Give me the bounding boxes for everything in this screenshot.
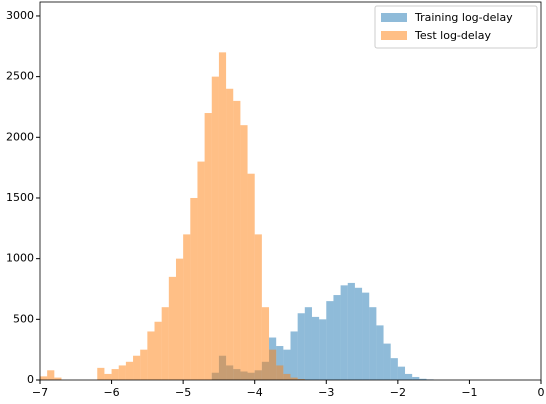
histogram-bar [276, 365, 284, 380]
histogram-bar [154, 321, 162, 380]
histogram-bar [397, 366, 406, 380]
histogram-bar [269, 349, 277, 380]
histogram-bar [54, 377, 62, 380]
histogram-bar [290, 377, 298, 380]
histogram-bar [111, 369, 119, 380]
y-tick-label: 3000 [6, 9, 34, 22]
histogram-bar [97, 367, 105, 380]
histogram-bar [190, 197, 198, 380]
histogram-bar [419, 378, 427, 380]
y-tick-label: 0 [27, 373, 34, 386]
y-tick-label: 1000 [6, 252, 34, 265]
histogram-bar [290, 331, 298, 380]
histogram-bar [319, 319, 327, 380]
legend-swatch [381, 13, 407, 22]
histogram-bar [369, 307, 377, 380]
x-tick-label: −6 [103, 386, 119, 399]
histogram-bar [376, 325, 384, 380]
histogram-bar [340, 285, 348, 380]
histogram-bar [283, 349, 291, 380]
x-tick-label: −4 [247, 386, 263, 399]
histogram-bar [362, 292, 370, 380]
histogram-bar [254, 234, 262, 380]
histogram-bar [211, 76, 219, 380]
histogram-bar [383, 343, 391, 380]
y-tick-label: 1500 [6, 191, 34, 204]
histogram-bar [240, 125, 248, 380]
x-tick-label: −2 [390, 386, 406, 399]
histogram-bar [276, 346, 284, 380]
y-tick-label: 2500 [6, 70, 34, 83]
x-tick-label: −1 [461, 386, 477, 399]
histogram-bar [412, 376, 420, 380]
x-tick-label: −5 [175, 386, 191, 399]
histogram-bar [354, 287, 363, 380]
histogram-bar [304, 307, 312, 380]
histogram-bar [390, 358, 398, 380]
histogram-bar [40, 376, 48, 380]
y-tick-label: 500 [13, 312, 34, 325]
histogram-bar [183, 234, 191, 380]
x-tick-label: 0 [538, 386, 545, 399]
histogram-bar [104, 373, 112, 380]
legend-box [374, 5, 538, 49]
histogram-bar [218, 52, 227, 380]
histogram-bar [125, 361, 134, 380]
histogram-bar [347, 282, 355, 380]
histogram-bar [261, 307, 270, 380]
legend-swatch [381, 31, 407, 40]
legend-label: Training log-delay [414, 11, 513, 24]
histogram-bar [297, 379, 305, 380]
legend-label: Test log-delay [414, 29, 491, 42]
histogram-bar [118, 365, 126, 380]
x-tick-label: −7 [32, 386, 48, 399]
histogram-bar [168, 276, 176, 380]
histogram-bar [326, 301, 334, 380]
histogram-bar [175, 258, 184, 380]
histogram-bar [204, 113, 212, 381]
plot-frame [39, 1, 542, 381]
histogram-bar [47, 370, 55, 380]
histogram-bar [297, 313, 305, 380]
histogram-bar [283, 373, 291, 380]
histogram-bar [311, 316, 320, 380]
histogram-bar [233, 100, 241, 381]
histogram-bar [147, 331, 155, 380]
histogram-bar [333, 295, 341, 380]
y-tick-label: 2000 [6, 130, 34, 143]
histogram-bar [247, 173, 255, 380]
histogram-bar [140, 349, 148, 380]
histogram-bar [161, 307, 169, 380]
histogram-bar [405, 373, 413, 380]
histogram-bar [133, 355, 141, 380]
histogram-bar [226, 88, 234, 381]
x-tick-label: −3 [318, 386, 334, 399]
histogram-bar [197, 161, 205, 380]
